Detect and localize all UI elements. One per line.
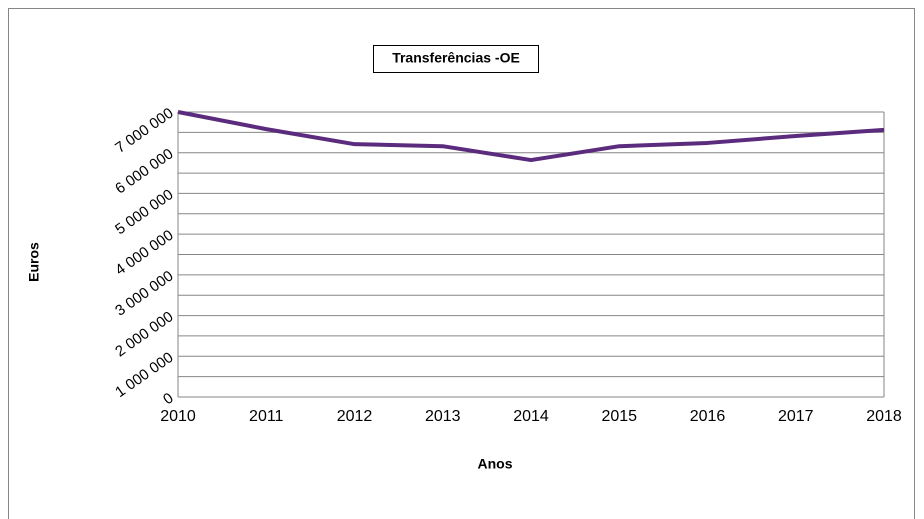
x-tick-label: 2012 (337, 408, 373, 425)
chart-border (8, 8, 915, 519)
x-tick-label: 2014 (513, 408, 549, 425)
chart-title: Transferências -OE (392, 50, 520, 66)
x-tick-label: 2010 (160, 408, 196, 425)
x-tick-label: 2017 (778, 408, 814, 425)
x-tick-label: 2015 (601, 408, 637, 425)
x-tick-label: 2016 (690, 408, 726, 425)
x-tick-label: 2013 (425, 408, 461, 425)
y-axis-label: Euros (26, 242, 42, 282)
x-tick-label: 2018 (866, 408, 902, 425)
line-series (177, 110, 885, 163)
x-tick-label: 2011 (249, 408, 284, 425)
title-box (373, 45, 539, 73)
x-axis-label: Anos (478, 456, 513, 472)
